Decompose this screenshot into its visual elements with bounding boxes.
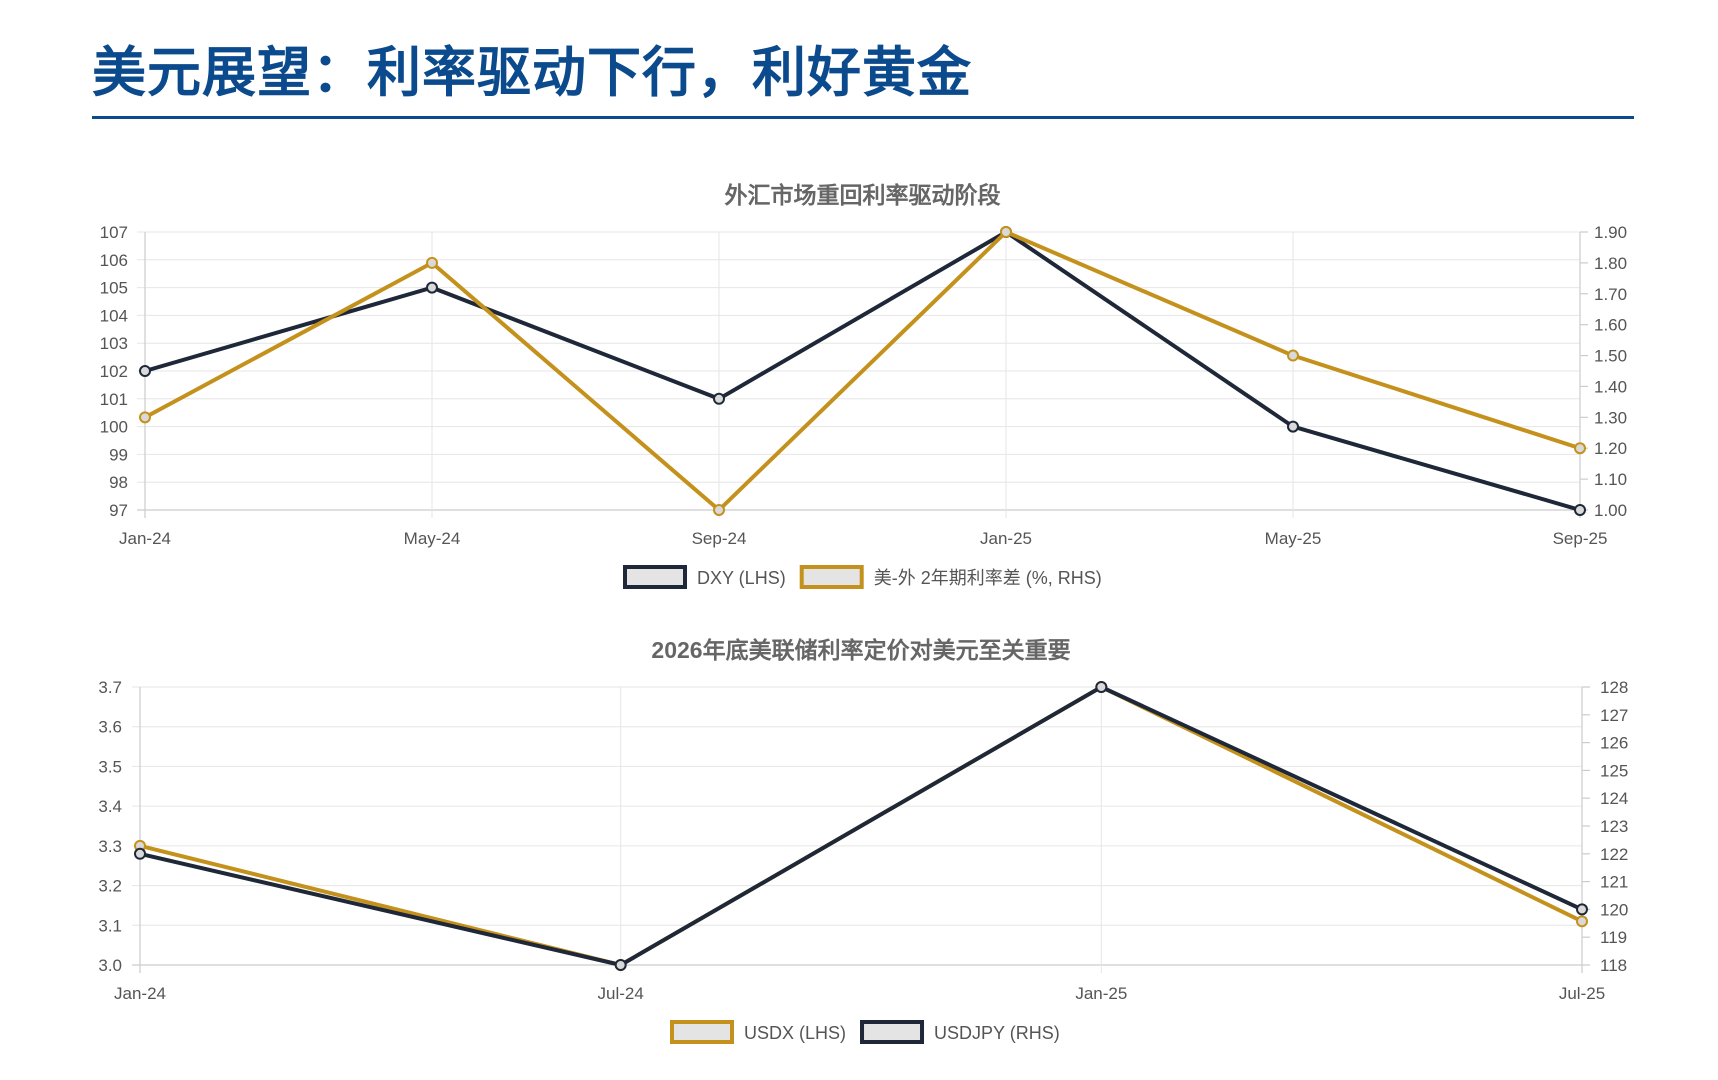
legend-swatch [670,1020,734,1044]
series-line-2 [144,229,1581,513]
data-point [426,256,438,269]
y-right-tick-label: 118 [1600,956,1627,975]
y-left-tick-label: 106 [100,251,128,270]
legend-swatch [799,565,864,589]
data-point [1000,226,1012,238]
x-tick-label: Jan-25 [980,529,1032,548]
legend-label: DXY (LHS) [697,568,786,588]
y-right-tick-label: 119 [1600,928,1627,947]
y-right-tick-label: 127 [1600,706,1628,725]
title-divider [92,116,1634,119]
data-point [1095,681,1108,693]
y-right-tick-label: 1.90 [1594,223,1627,242]
x-tick-label: Jan-24 [114,984,166,1003]
y-right-tick-label: 1.00 [1594,501,1627,520]
y-left-tick-label: 3.3 [98,837,122,856]
legend-swatch [860,1020,925,1044]
y-right-tick-label: 125 [1600,761,1628,780]
legend-label: USDX (LHS) [744,1023,846,1043]
y-left-tick-label: 107 [100,223,128,242]
y-left-tick-label: 98 [109,473,128,492]
y-right-tick-label: 1.30 [1594,408,1627,427]
x-tick-label: May-24 [404,529,461,548]
y-right-tick-label: 120 [1600,900,1628,919]
y-right-tick-label: 1.60 [1594,316,1627,335]
y-right-tick-label: 1.20 [1594,439,1627,458]
y-right-tick-label: 1.10 [1594,470,1627,489]
chart-title: 2026年底美联储利率定价对美元至关重要 [651,637,1070,663]
y-right-tick-label: 123 [1600,817,1628,836]
y-left-tick-label: 101 [100,390,128,409]
data-point [139,411,151,424]
y-left-tick-label: 104 [100,306,128,325]
y-right-tick-label: 1.50 [1594,347,1627,366]
y-left-tick-label: 3.6 [98,718,122,737]
legend-label: USDJPY (RHS) [934,1023,1060,1043]
x-tick-label: May-25 [1265,529,1322,548]
legend-label: 美-外 2年期利率差 (%, RHS) [874,568,1102,588]
y-left-tick-label: 99 [109,445,128,464]
data-point [1574,442,1586,455]
data-point [134,847,146,860]
y-left-tick-label: 3.4 [98,797,122,816]
data-point [1287,349,1299,362]
data-point [1576,915,1588,928]
x-tick-label: Jul-24 [598,984,644,1003]
fed-pricing-chart: 2026年底美联储利率定价对美元至关重要 3.0 3.1 3.2 3.3 3.4 3.5 3.… [98,637,1628,1044]
y-left-tick-label: 3.0 [98,956,122,975]
x-tick-label: Sep-25 [1553,529,1608,548]
y-left-tick-label: 97 [109,501,128,520]
page-title: 美元展望：利率驱动下行，利好黄金 [92,43,972,103]
x-tick-label: Jan-24 [119,529,171,548]
data-point [1576,903,1588,916]
y-left-tick-label: 102 [100,362,128,381]
y-right-tick-label: 1.80 [1594,254,1627,273]
y-right-tick-label: 1.40 [1594,377,1627,396]
data-point [614,959,627,971]
y-left-tick-label: 3.2 [98,877,122,896]
y-left-tick-label: 3.1 [98,916,122,935]
y-left-tick-label: 105 [100,279,128,298]
data-point [713,392,725,405]
x-tick-label: Sep-24 [692,529,747,548]
y-right-tick-label: 121 [1600,873,1628,892]
series-line-1 [144,229,1581,512]
y-left-tick-label: 3.5 [98,757,122,776]
legend-swatch [623,565,687,589]
y-left-tick-label: 103 [100,334,128,353]
y-right-tick-label: 1.70 [1594,285,1627,304]
y-right-tick-label: 122 [1600,845,1628,864]
y-right-tick-label: 126 [1600,734,1628,753]
data-point [713,504,725,516]
data-point [1574,504,1586,516]
x-tick-label: Jul-25 [1559,984,1605,1003]
y-left-tick-label: 100 [100,418,128,437]
data-point [1287,420,1299,433]
y-left-tick-label: 3.7 [98,678,122,697]
x-tick-label: Jan-25 [1075,984,1127,1003]
chart-title: 外汇市场重回利率驱动阶段 [725,182,1001,208]
y-right-tick-label: 124 [1600,789,1628,808]
data-point [426,281,438,294]
fx-rate-chart: 外汇市场重回利率驱动阶段 97 98 99 100 101 102 103 104 105 106 1… [100,182,1627,589]
y-right-tick-label: 128 [1600,678,1628,697]
data-point [139,365,151,377]
series-line-2 [139,684,1583,968]
